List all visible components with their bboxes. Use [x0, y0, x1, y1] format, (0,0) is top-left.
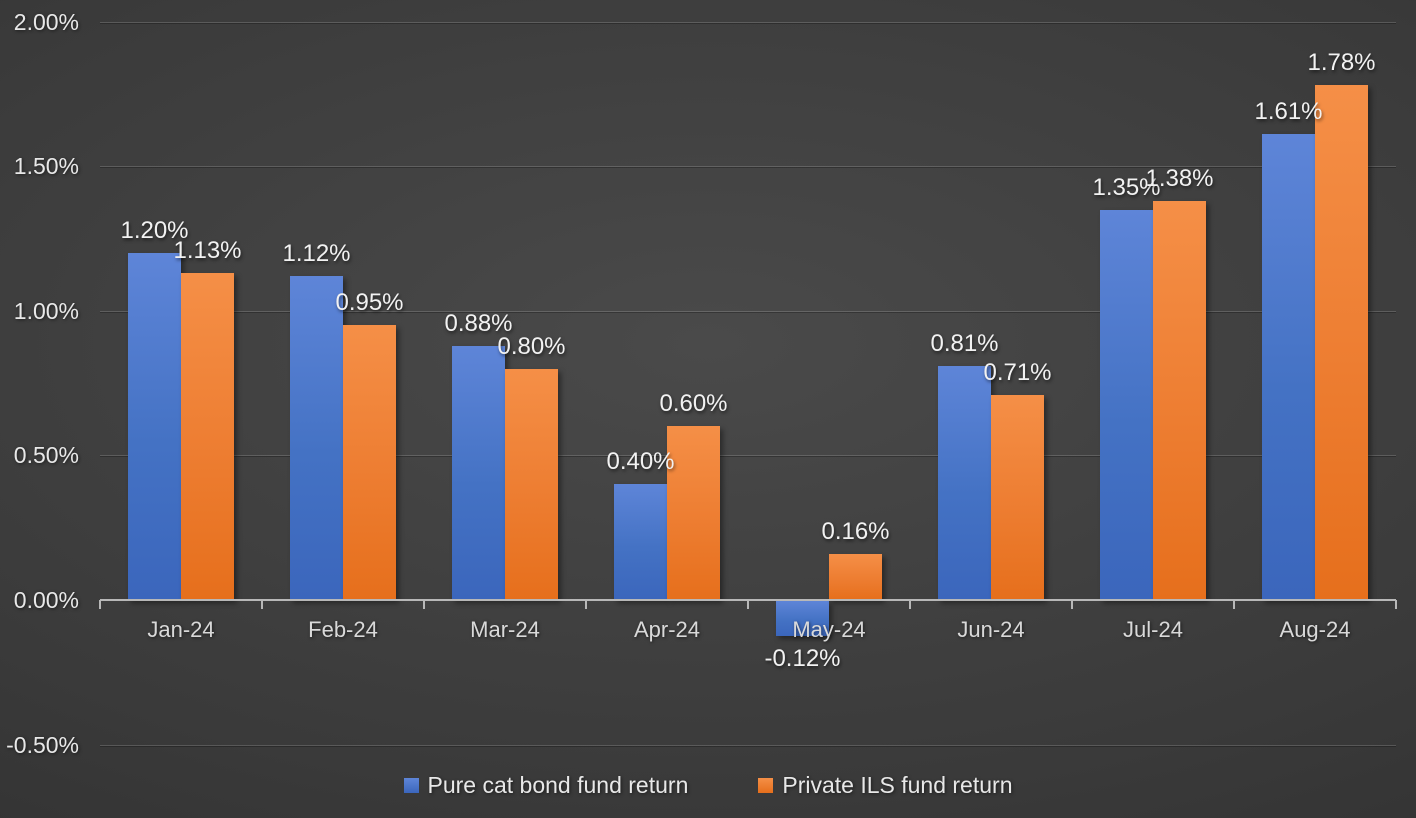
value-label: 0.81%	[930, 329, 999, 357]
bar-private-ils	[181, 273, 234, 600]
bar-private-ils	[343, 325, 396, 600]
bar-private-ils	[667, 426, 720, 600]
bar-private-ils	[991, 394, 1044, 600]
y-tick-label: 1.50%	[13, 153, 79, 180]
legend-swatch-orange-icon	[758, 778, 774, 793]
x-axis-tick	[585, 600, 587, 609]
legend-label: Private ILS fund return	[782, 772, 1013, 798]
x-axis-tick	[1071, 600, 1073, 609]
legend-label: Pure cat bond fund return	[427, 772, 689, 798]
value-label: 1.35%	[1092, 173, 1161, 201]
value-label: 0.40%	[606, 448, 675, 476]
value-label: -0.12%	[764, 644, 841, 672]
x-axis-tick	[1395, 600, 1397, 609]
legend-item-private-ils-fund: Private ILS fund return	[758, 772, 1012, 799]
value-label: 1.38%	[1145, 164, 1214, 192]
value-label: 1.20%	[120, 216, 189, 244]
x-axis-tick	[423, 600, 425, 609]
value-label: 0.80%	[497, 332, 566, 360]
x-category-label: Aug-24	[1279, 617, 1351, 642]
value-label: 0.60%	[659, 390, 728, 418]
x-axis-tick	[1233, 600, 1235, 609]
bar-pure-cat-bond	[1100, 209, 1153, 600]
x-category-label: Jan-24	[147, 617, 215, 642]
x-category-label: May-24	[792, 617, 866, 642]
y-tick-label: 2.00%	[13, 8, 79, 35]
x-axis-tick	[99, 600, 101, 609]
bar-pure-cat-bond	[452, 345, 505, 600]
x-axis-tick	[909, 600, 911, 609]
bar-pure-cat-bond	[290, 276, 343, 600]
bar-private-ils	[505, 368, 558, 600]
gridline	[100, 21, 1396, 23]
gridline	[100, 166, 1396, 168]
bar-private-ils	[1315, 85, 1368, 600]
x-category-label: Jun-24	[957, 617, 1025, 642]
gridline	[100, 310, 1396, 312]
x-axis-tick	[747, 600, 749, 609]
bar-private-ils	[829, 553, 882, 600]
bar-pure-cat-bond	[776, 601, 829, 636]
x-category-label: Feb-24	[308, 617, 378, 642]
value-label: 1.13%	[173, 237, 242, 265]
x-category-label: Apr-24	[633, 617, 701, 642]
bar-pure-cat-bond	[614, 484, 667, 600]
x-category-label: Jul-24	[1123, 617, 1183, 642]
value-label: 0.95%	[335, 289, 404, 317]
value-label: 0.88%	[444, 309, 513, 337]
value-label: 1.12%	[282, 240, 351, 268]
bar-private-ils	[1153, 200, 1206, 600]
y-tick-label: 0.50%	[13, 442, 79, 469]
x-axis-tick	[261, 600, 263, 609]
y-tick-label: 0.00%	[13, 587, 79, 613]
y-tick-label: 1.00%	[13, 297, 79, 324]
value-label: 1.61%	[1254, 98, 1323, 126]
y-tick-label: -0.50%	[6, 731, 79, 758]
value-label: 0.16%	[821, 517, 890, 545]
x-category-label: Mar-24	[470, 617, 540, 642]
legend-item-pure-cat-bond-fund: Pure cat bond fund return	[403, 772, 689, 799]
legend-swatch-blue-icon	[403, 778, 419, 793]
bar-pure-cat-bond	[938, 365, 991, 600]
value-label: 1.78%	[1307, 49, 1376, 77]
legend: Pure cat bond fund return Private ILS fu…	[0, 772, 1416, 799]
value-label: 0.71%	[983, 358, 1052, 386]
gridline	[100, 744, 1396, 746]
bar-pure-cat-bond	[1262, 134, 1315, 600]
gridline	[100, 455, 1396, 457]
bar-pure-cat-bond	[128, 252, 181, 600]
